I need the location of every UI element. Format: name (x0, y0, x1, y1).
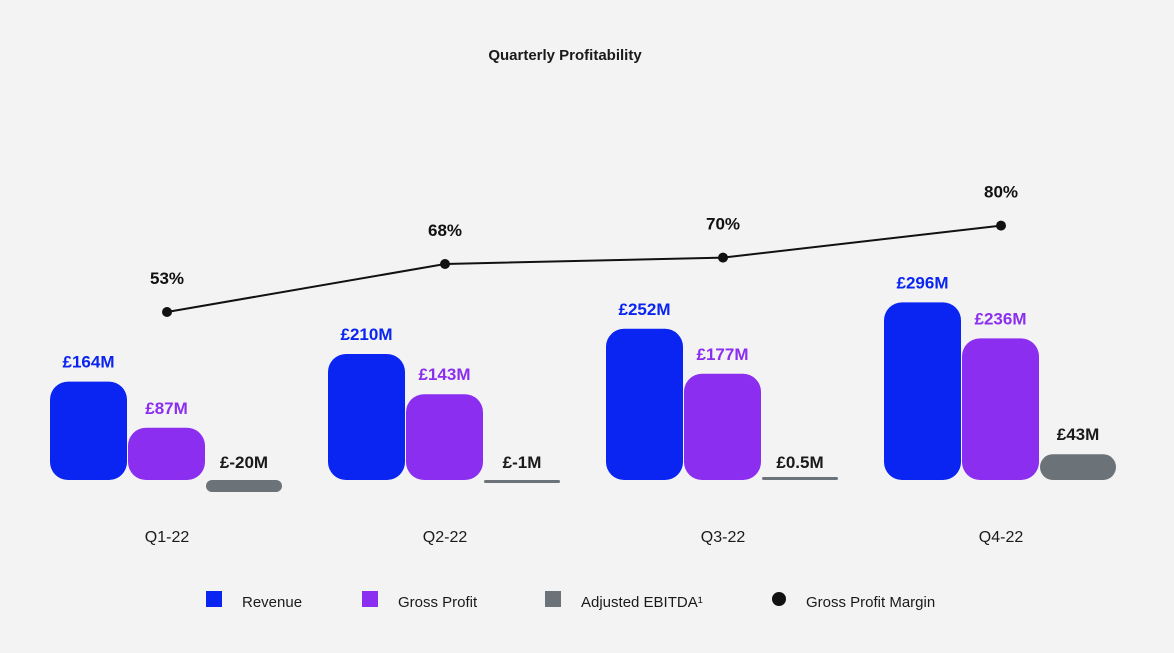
label-gross-profit-q1-22: £87M (145, 399, 188, 418)
label-adjusted-ebitda-q4-22: £43M (1057, 425, 1100, 444)
category-label-q3-22: Q3-22 (701, 529, 746, 546)
legend-label-adjusted-ebitda: Adjusted EBITDA¹ (581, 594, 703, 611)
label-revenue-q3-22: £252M (619, 300, 671, 319)
bar-gross-profit-q3-22 (684, 373, 761, 480)
value-labels-layer: £164M £87M £-20M £210M £143M £-1M £252M £177M £0… (63, 183, 1100, 472)
legend-label-gross-profit-margin: Gross Profit Margin (806, 594, 935, 611)
margin-line-layer (162, 220, 1006, 317)
bar-gross-profit-q1-22 (128, 427, 205, 480)
margin-label-q4-22: 80% (984, 183, 1018, 202)
label-revenue-q2-22: £210M (341, 325, 393, 344)
category-label-q2-22: Q2-22 (423, 529, 468, 546)
bar-revenue-q1-22 (50, 381, 127, 480)
label-gross-profit-q2-22: £143M (419, 365, 471, 384)
margin-point-q3-22 (718, 252, 728, 263)
bar-adjusted-ebitda-q4-22 (1040, 454, 1116, 480)
legend-swatch-revenue (206, 591, 222, 607)
bar-revenue-q4-22 (884, 302, 961, 480)
margin-point-q2-22 (440, 259, 450, 269)
bar-revenue-q2-22 (328, 354, 405, 480)
bar-revenue-q3-22 (606, 328, 683, 480)
margin-point-q1-22 (162, 307, 172, 317)
legend: Revenue Gross Profit Adjusted EBITDA¹ Gross… (206, 591, 935, 611)
bar-adjusted-ebitda-q1-22 (206, 480, 282, 492)
gross-profit-margin-line (166, 224, 1002, 313)
legend-label-gross-profit: Gross Profit (398, 594, 478, 611)
label-revenue-q1-22: £164M (63, 353, 115, 372)
category-label-q4-22: Q4-22 (979, 529, 1024, 546)
category-labels-layer: Q1-22 Q2-22 Q3-22 Q4-22 (145, 529, 1024, 546)
margin-label-q3-22: 70% (706, 215, 740, 234)
legend-swatch-adjusted-ebitda (545, 591, 561, 607)
label-adjusted-ebitda-q2-22: £-1M (503, 453, 542, 472)
legend-swatch-gross-profit-margin (772, 592, 786, 606)
label-gross-profit-q4-22: £236M (975, 309, 1027, 328)
chart-title: Quarterly Profitability (488, 47, 642, 64)
margin-point-q4-22 (996, 220, 1006, 231)
bar-gross-profit-q4-22 (962, 338, 1039, 480)
label-adjusted-ebitda-q3-22: £0.5M (776, 453, 823, 472)
label-adjusted-ebitda-q1-22: £-20M (220, 453, 268, 472)
bar-adjusted-ebitda-q2-22 (484, 480, 560, 483)
label-gross-profit-q3-22: £177M (697, 345, 749, 364)
legend-label-revenue: Revenue (242, 594, 302, 611)
legend-swatch-gross-profit (362, 591, 378, 607)
margin-label-q2-22: 68% (428, 221, 462, 240)
bar-gross-profit-q2-22 (406, 394, 483, 480)
label-revenue-q4-22: £296M (897, 273, 949, 292)
bars-layer (50, 302, 1116, 492)
category-label-q1-22: Q1-22 (145, 529, 190, 546)
bar-adjusted-ebitda-q3-22 (762, 477, 838, 480)
margin-label-q1-22: 53% (150, 269, 184, 288)
